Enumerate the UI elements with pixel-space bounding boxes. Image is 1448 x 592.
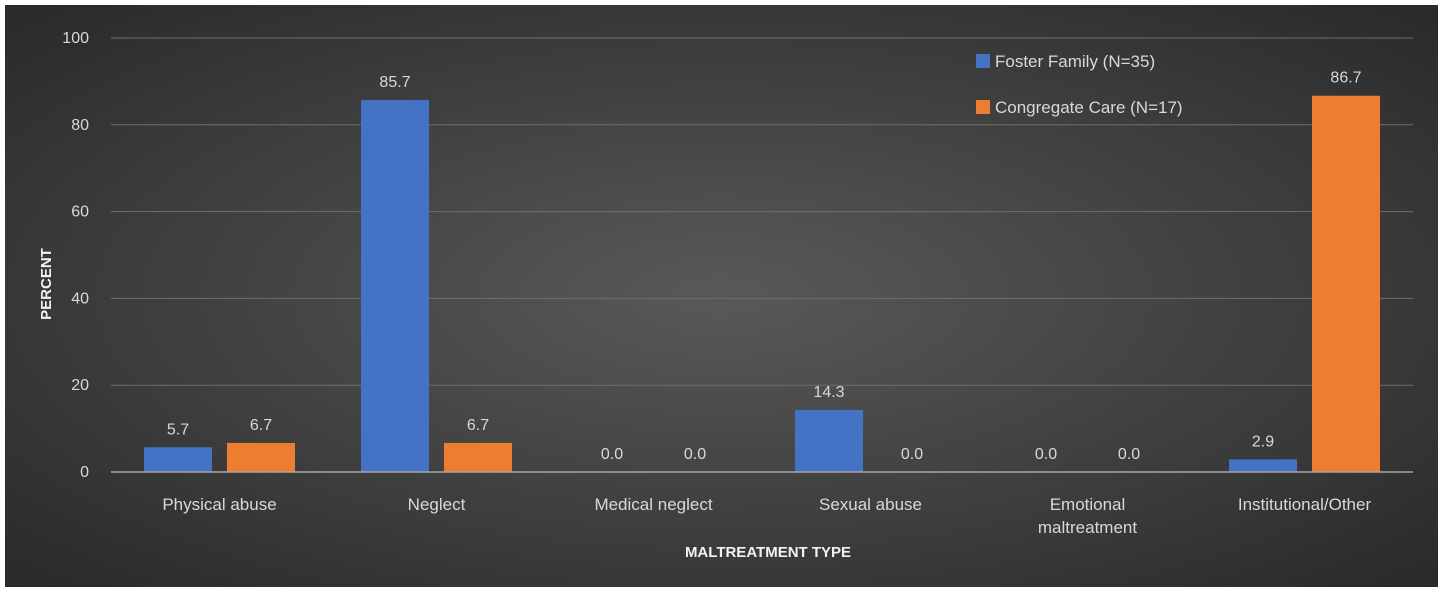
bar-chart: 5.785.70.014.30.02.96.7 6.70.0 0.0 0.086.7 … [5,5,1438,587]
data-label: 6.7 [250,417,272,434]
x-tick-label: maltreatment [1038,518,1137,537]
data-label: 2.9 [1252,433,1274,450]
bar-series-1 [1229,459,1297,472]
data-labels: 5.7 85.7 0.0 14.3 0.0 2.9 6.7 6.7 0.0 0.0 0.0 86.7 [167,70,1362,463]
bar-series-1 [795,409,863,472]
data-label: 6.7 [467,417,489,434]
legend-swatch [976,54,990,68]
bars [144,95,1380,473]
y-tick-label: 20 [71,377,89,394]
bar-series-1 [361,100,429,472]
y-tick-label: 0 [80,464,89,481]
bar-series-2 [227,442,295,472]
data-label: 0.0 [901,446,923,463]
y-tick-label: 60 [71,204,89,221]
data-label: 86.7 [1330,70,1361,87]
bar-series-2 [444,442,512,472]
bar-series-1 [144,447,212,472]
x-tick-label: Institutional/Other [1238,495,1372,514]
data-label: 0.0 [1035,446,1057,463]
y-tick-label: 40 [71,290,89,307]
y-axis-title: PERCENT [38,248,55,320]
data-label: 85.7 [379,74,410,91]
bar-series-2 [1312,95,1380,473]
legend-label: Foster Family (N=35) [995,52,1155,71]
data-label: 5.7 [167,421,189,438]
x-axis-title: MALTREATMENT TYPE [685,544,851,561]
y-tick-label: 80 [71,117,89,134]
axes: 0 20 40 60 80 100 Physical abuse Neglect Medical… [62,30,1413,537]
data-label: 0.0 [601,446,623,463]
legend: Foster Family (N=35) Congregate Care (N=1… [976,52,1183,117]
legend-label: Congregate Care (N=17) [995,98,1183,117]
y-tick-label: 100 [62,30,89,47]
x-tick-label: Sexual abuse [819,495,922,514]
data-label: 0.0 [1118,446,1140,463]
data-label: 14.3 [813,384,844,401]
x-tick-label: Neglect [408,495,466,514]
chart-container: 5.7 85.7 0.0 14.3 0.0 2.9 6.7 6.7 0.0 0.0 0.0 86.7 … [5,5,1438,587]
x-tick-label: Physical abuse [162,495,276,514]
x-tick-label: Medical neglect [594,495,712,514]
gridlines [111,37,1413,386]
legend-swatch [976,100,990,114]
data-label: 0.0 [684,446,706,463]
chart-background [5,5,1438,587]
x-tick-label: Emotional [1050,495,1126,514]
